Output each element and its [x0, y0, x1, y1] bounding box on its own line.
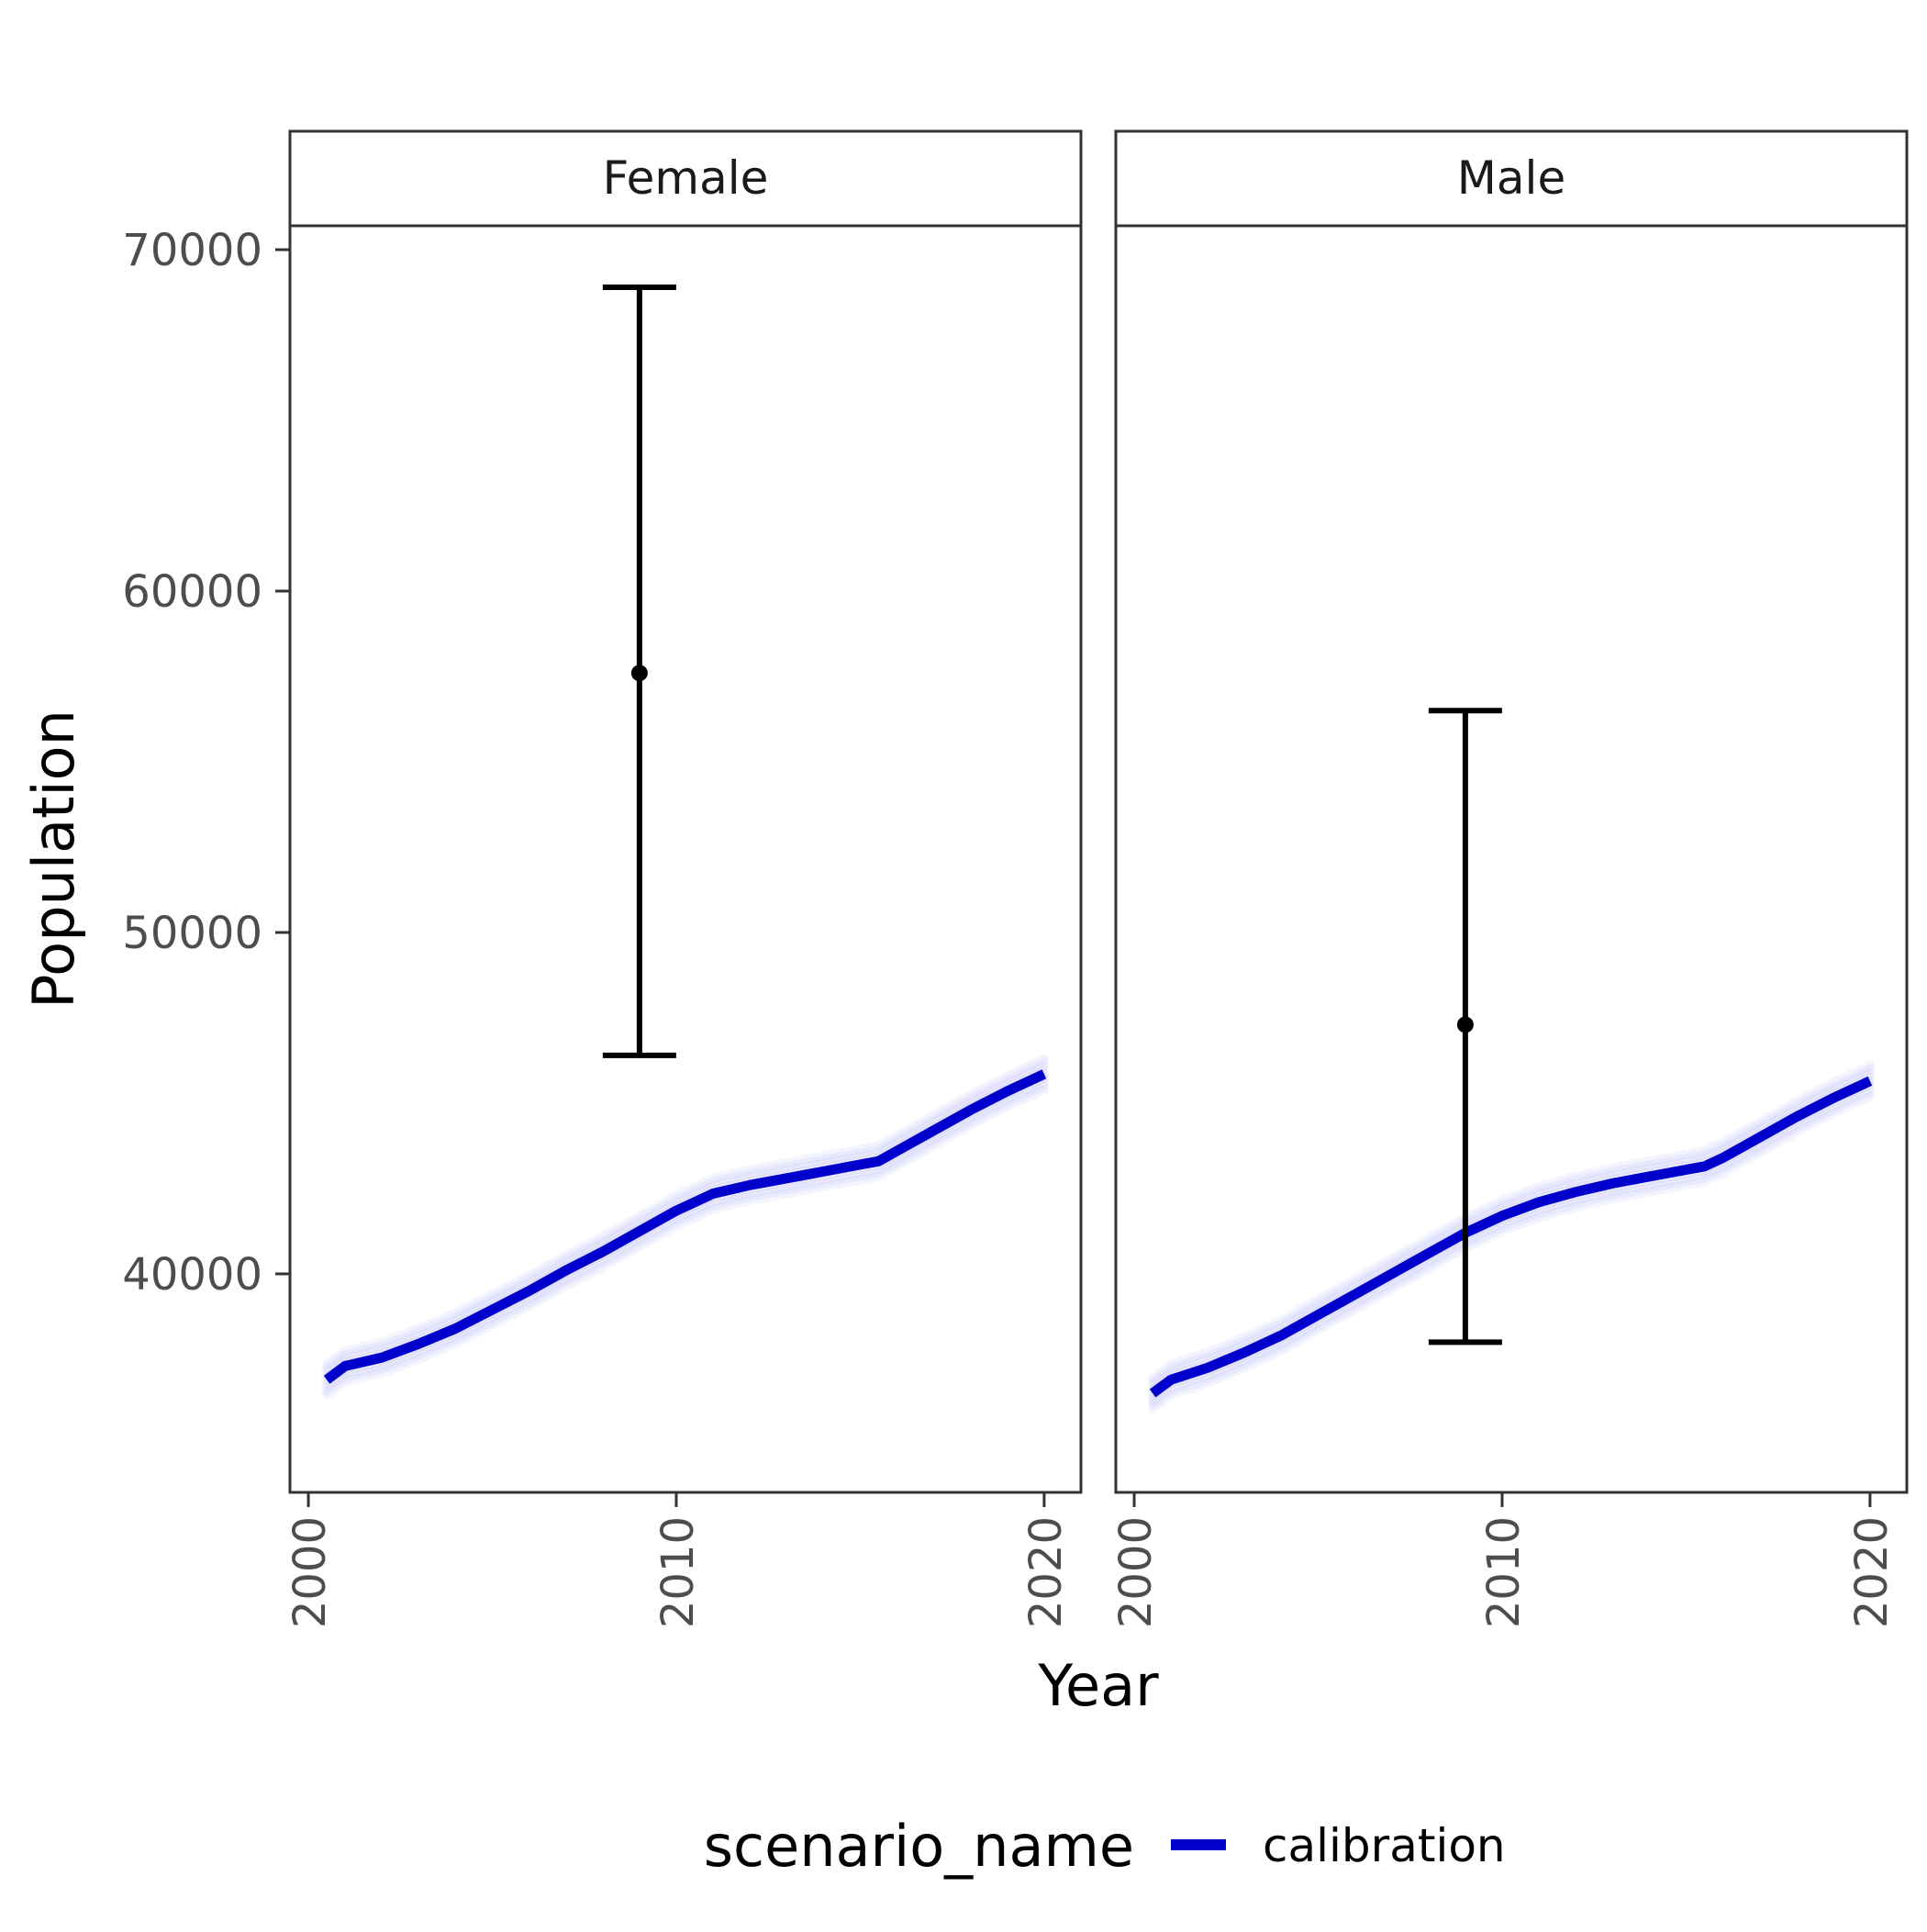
- simulation-band-line: [1148, 1061, 1875, 1383]
- y-tick-label: 40000: [122, 1249, 262, 1301]
- x-tick-label: 2020: [1846, 1516, 1898, 1628]
- plot-area-female: [288, 224, 1083, 1494]
- x-axis-title: Year: [1037, 1652, 1159, 1719]
- facet-strip-label-male: Male: [1457, 151, 1565, 205]
- marks-female: [322, 284, 1049, 1400]
- simulation-band-line: [322, 1085, 1049, 1400]
- observed-point: [630, 664, 648, 682]
- x-tick-label: 2010: [652, 1516, 704, 1628]
- x-tick-label: 2010: [1478, 1516, 1530, 1628]
- legend-title: scenario_name: [704, 1813, 1134, 1880]
- simulation-band-line: [322, 1054, 1049, 1369]
- y-tick-label: 70000: [122, 225, 262, 276]
- x-axes: 2000 2010 2020 2000 2010 2020: [284, 1492, 1898, 1628]
- facet-strip-male: [1114, 129, 1909, 228]
- series-line-calibration: [1149, 1076, 1873, 1398]
- series-line-calibration: [323, 1069, 1047, 1384]
- simulation-band-line: [1148, 1091, 1875, 1413]
- observed-point: [1456, 1016, 1474, 1033]
- simulation-band-line: [322, 1057, 1049, 1373]
- y-tick-label: 50000: [122, 908, 262, 959]
- x-tick-label: 2000: [1110, 1516, 1162, 1628]
- simulation-band-line: [322, 1080, 1049, 1396]
- simulation-band-line: [1148, 1088, 1875, 1410]
- x-tick-label: 2020: [1020, 1516, 1072, 1628]
- legend-label-calibration: calibration: [1263, 1819, 1506, 1872]
- simulation-band-line: [1148, 1065, 1875, 1387]
- facet-strip-label-female: Female: [603, 151, 769, 205]
- facet-panel-male: Male: [1114, 129, 1909, 1494]
- y-axis-title: Population: [20, 709, 87, 1009]
- y-tick-label: 60000: [122, 566, 262, 618]
- marks-male: [1148, 708, 1875, 1413]
- facet-strip-female: [288, 129, 1083, 228]
- x-tick-label: 2000: [284, 1516, 336, 1628]
- y-axis: 40000 50000 60000 70000: [122, 225, 290, 1301]
- legend: scenario_name calibration: [704, 1813, 1506, 1880]
- simulation-band-line: [1148, 1084, 1875, 1406]
- plot-area-male: [1114, 224, 1909, 1494]
- simulation-band-line: [1148, 1068, 1875, 1390]
- facet-panel-female: Female: [288, 129, 1083, 1494]
- simulation-band-line: [322, 1062, 1049, 1377]
- simulation-band-line: [322, 1077, 1049, 1392]
